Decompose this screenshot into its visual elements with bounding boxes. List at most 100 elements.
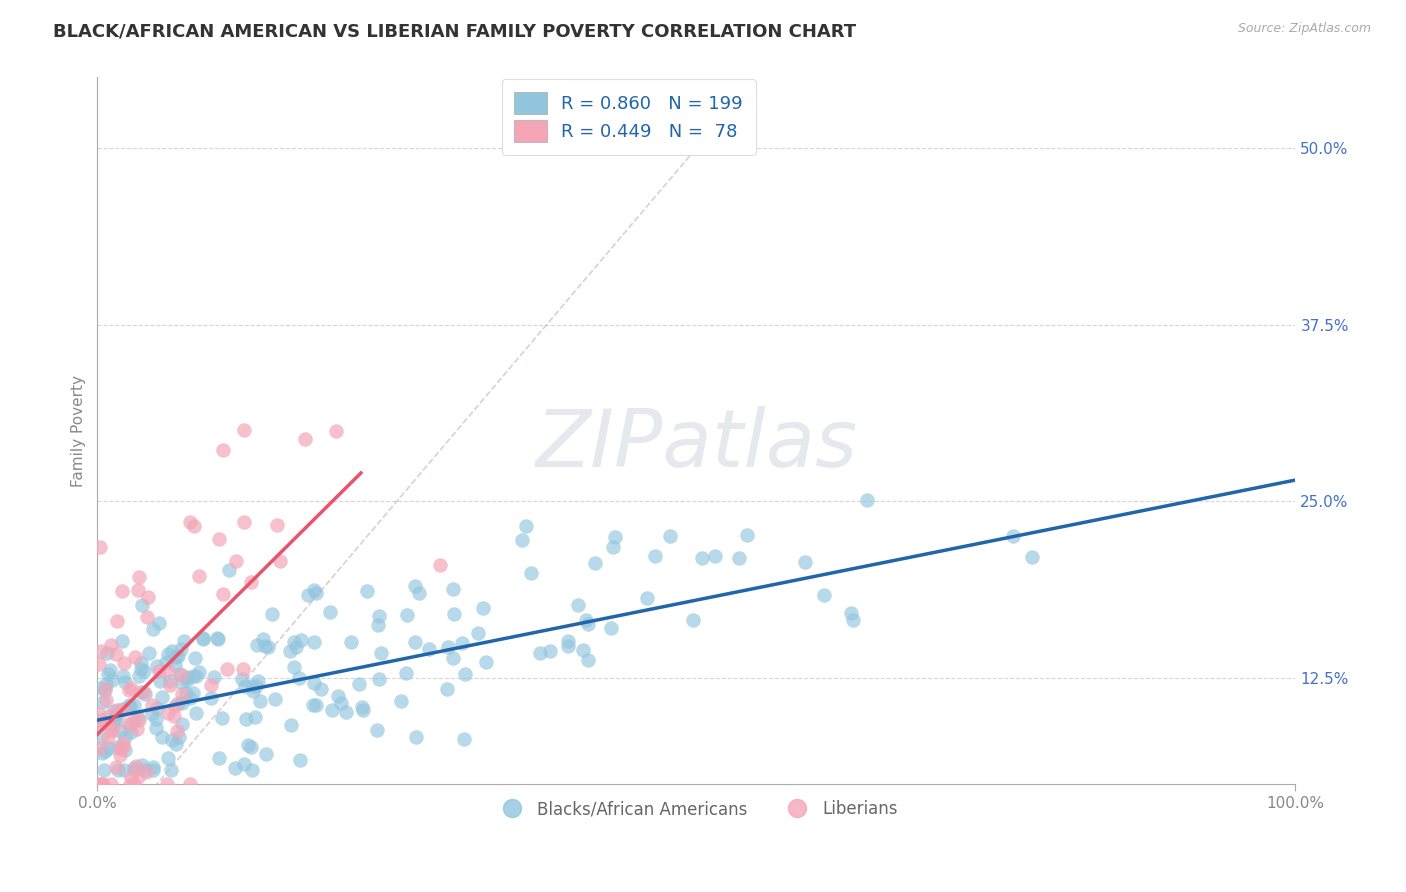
Point — [441, 582, 464, 596]
Point — [218, 563, 240, 577]
Point — [211, 711, 233, 725]
Point — [181, 669, 204, 683]
Point — [283, 635, 305, 649]
Point — [157, 751, 180, 765]
Point — [429, 558, 451, 572]
Point — [233, 423, 256, 437]
Y-axis label: Family Poverty: Family Poverty — [72, 375, 86, 487]
Point — [264, 692, 287, 706]
Point — [120, 724, 142, 739]
Point — [233, 680, 256, 694]
Point — [108, 741, 131, 756]
Point — [100, 638, 122, 652]
Point — [191, 631, 214, 645]
Point — [111, 702, 134, 716]
Point — [89, 716, 111, 731]
Point — [288, 753, 311, 767]
Point — [128, 668, 150, 682]
Point — [122, 761, 145, 775]
Point — [122, 777, 145, 791]
Point — [134, 688, 156, 702]
Point — [174, 686, 197, 700]
Point — [253, 639, 276, 653]
Point — [104, 648, 127, 662]
Point — [243, 709, 266, 723]
Point — [96, 676, 118, 690]
Point — [172, 696, 194, 710]
Point — [208, 750, 231, 764]
Point — [94, 683, 117, 698]
Point — [290, 632, 312, 647]
Text: BLACK/AFRICAN AMERICAN VS LIBERIAN FAMILY POVERTY CORRELATION CHART: BLACK/AFRICAN AMERICAN VS LIBERIAN FAMIL… — [53, 22, 856, 40]
Point — [567, 599, 589, 613]
Point — [309, 682, 332, 697]
Point — [101, 722, 124, 736]
Point — [87, 741, 110, 756]
Point — [114, 730, 136, 744]
Point — [105, 708, 128, 723]
Point — [163, 658, 186, 673]
Point — [107, 614, 129, 628]
Point — [240, 575, 263, 590]
Point — [128, 570, 150, 584]
Point — [94, 744, 117, 758]
Point — [131, 598, 153, 612]
Point — [242, 683, 264, 698]
Point — [450, 636, 472, 650]
Point — [302, 635, 325, 649]
Point — [418, 642, 440, 657]
Point — [90, 681, 112, 696]
Point — [165, 650, 187, 665]
Point — [208, 532, 231, 546]
Point — [1021, 549, 1043, 564]
Point — [367, 618, 389, 632]
Point — [93, 717, 115, 731]
Point — [145, 721, 167, 735]
Point — [512, 533, 534, 547]
Point — [142, 763, 165, 777]
Point — [176, 673, 198, 687]
Point — [262, 607, 284, 622]
Point — [127, 583, 149, 598]
Point — [129, 662, 152, 676]
Point — [91, 777, 114, 791]
Point — [160, 733, 183, 747]
Point — [467, 626, 489, 640]
Point — [112, 702, 135, 716]
Point — [520, 566, 543, 581]
Point — [246, 639, 269, 653]
Point — [117, 717, 139, 731]
Point — [134, 763, 156, 777]
Point — [104, 760, 127, 774]
Point — [207, 631, 229, 645]
Point — [200, 678, 222, 692]
Point — [184, 669, 207, 683]
Point — [142, 622, 165, 636]
Point — [179, 777, 201, 791]
Point — [90, 713, 112, 727]
Point — [240, 679, 263, 693]
Point — [125, 759, 148, 773]
Point — [146, 701, 169, 715]
Point — [108, 724, 131, 739]
Point — [167, 649, 190, 664]
Point — [120, 699, 142, 714]
Point — [135, 764, 157, 779]
Point — [105, 703, 128, 717]
Point — [326, 689, 349, 703]
Point — [114, 742, 136, 756]
Point — [325, 425, 347, 439]
Point — [160, 763, 183, 777]
Point — [583, 556, 606, 570]
Text: ZIPatlas: ZIPatlas — [536, 406, 858, 483]
Point — [97, 667, 120, 681]
Point — [89, 777, 111, 791]
Point — [330, 696, 353, 710]
Point — [93, 763, 115, 777]
Point — [211, 443, 233, 458]
Point — [131, 656, 153, 670]
Point — [453, 731, 475, 746]
Point — [557, 634, 579, 648]
Point — [454, 667, 477, 681]
Point — [94, 681, 117, 696]
